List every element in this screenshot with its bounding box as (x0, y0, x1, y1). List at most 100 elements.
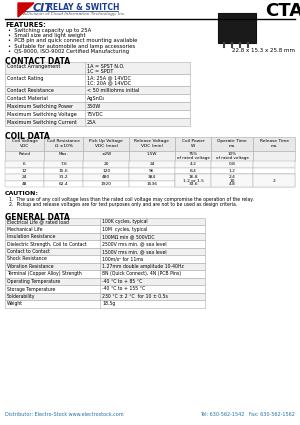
Bar (212, 161, 253, 167)
Text: 33.6: 33.6 (188, 182, 198, 186)
Text: 1.2: 1.2 (229, 169, 236, 173)
Text: Terminal (Copper Alloy) Strength: Terminal (Copper Alloy) Strength (7, 272, 82, 277)
Text: of rated voltage: of rated voltage (177, 156, 209, 160)
Text: 18.5g: 18.5g (102, 301, 115, 306)
Bar (212, 151, 253, 161)
Bar (5, 94, 190, 102)
Text: 8N (Quick Connect), 4N (PCB Pins): 8N (Quick Connect), 4N (PCB Pins) (102, 272, 181, 277)
Text: Contact Material: Contact Material (7, 96, 48, 101)
Text: Pick Up Voltage: Pick Up Voltage (89, 139, 123, 142)
Text: 2.  Pickup and release voltages are for test purposes only and are not to be use: 2. Pickup and release voltages are for t… (9, 202, 237, 207)
Text: -40 °C to + 85 °C: -40 °C to + 85 °C (102, 279, 142, 284)
Bar (44, 137, 83, 151)
Text: Coil Resistance: Coil Resistance (47, 139, 80, 142)
Text: 350W: 350W (87, 104, 101, 109)
Bar (44, 167, 83, 174)
Text: 0.8: 0.8 (229, 162, 236, 166)
Bar (44, 151, 83, 161)
Text: •  Small size and light weight: • Small size and light weight (8, 33, 85, 38)
Bar (129, 174, 175, 181)
Bar (83, 137, 129, 151)
Text: CIT: CIT (33, 3, 53, 13)
Bar (212, 174, 253, 187)
Bar (212, 167, 253, 174)
Bar (83, 161, 129, 167)
Text: 120: 120 (102, 169, 110, 173)
Text: Ω ±10%: Ω ±10% (55, 144, 73, 148)
Text: 480: 480 (102, 175, 110, 179)
Text: 62.4: 62.4 (59, 182, 69, 186)
Bar (175, 174, 211, 187)
Bar (5, 292, 205, 300)
Text: Contact to Contact: Contact to Contact (7, 249, 50, 254)
Text: W: W (191, 144, 195, 148)
Text: 1.5W: 1.5W (147, 152, 157, 156)
Text: 1.  The use of any coil voltage less than the rated coil voltage may compromise : 1. The use of any coil voltage less than… (9, 196, 254, 201)
Bar (253, 174, 295, 181)
Bar (5, 174, 44, 181)
Text: Solderability: Solderability (7, 294, 35, 299)
Bar (5, 161, 44, 167)
Text: Vibration Resistance: Vibration Resistance (7, 264, 54, 269)
Bar (5, 167, 44, 174)
Text: Contact Resistance: Contact Resistance (7, 88, 54, 93)
Text: Contact Arrangement: Contact Arrangement (7, 64, 60, 69)
Text: 96: 96 (149, 169, 155, 173)
Bar (175, 137, 211, 151)
Bar (83, 181, 129, 187)
Bar (5, 62, 190, 74)
Text: 12: 12 (22, 169, 27, 173)
Bar (5, 118, 190, 126)
Bar (5, 225, 205, 232)
Bar (5, 285, 205, 292)
Text: 2: 2 (273, 178, 275, 182)
Bar (5, 137, 44, 151)
Text: Mechanical Life: Mechanical Life (7, 227, 43, 232)
Text: Contact Rating: Contact Rating (7, 76, 44, 81)
Bar (129, 137, 175, 151)
Polygon shape (18, 3, 34, 17)
Text: 1A = SPST N.O.: 1A = SPST N.O. (87, 64, 124, 69)
Bar (5, 86, 190, 94)
Text: 31.2: 31.2 (59, 175, 69, 179)
Text: Release Time: Release Time (260, 139, 289, 142)
Text: 75%: 75% (188, 152, 198, 156)
Text: Max.: Max. (59, 152, 69, 156)
Text: Rated: Rated (19, 152, 31, 156)
Text: CAUTION:: CAUTION: (5, 191, 39, 196)
Bar (5, 278, 205, 285)
Text: 2500V rms min. @ sea level: 2500V rms min. @ sea level (102, 241, 167, 246)
Text: •  PCB pin and quick connect mounting available: • PCB pin and quick connect mounting ava… (8, 38, 137, 43)
Text: COIL DATA: COIL DATA (5, 132, 50, 141)
Bar (5, 151, 44, 161)
Text: AgSnO₂: AgSnO₂ (87, 96, 105, 101)
Bar (5, 218, 205, 225)
Text: 100MΩ min @ 500VDC: 100MΩ min @ 500VDC (102, 234, 154, 239)
Text: Tel: 630-562-1542   Fax: 630-562-1562: Tel: 630-562-1542 Fax: 630-562-1562 (200, 412, 295, 417)
Text: 10M  cycles, typical: 10M cycles, typical (102, 227, 147, 232)
Text: •  Switching capacity up to 25A: • Switching capacity up to 25A (8, 28, 91, 33)
Text: 10%: 10% (228, 152, 237, 156)
Bar (212, 174, 253, 181)
Bar (44, 181, 83, 187)
Text: •  QS-9000, ISO-9002 Certified Manufacturing: • QS-9000, ISO-9002 Certified Manufactur… (8, 49, 129, 54)
Text: 1500V rms min. @ sea level: 1500V rms min. @ sea level (102, 249, 167, 254)
Text: 230 °C ± 2 °C  for 10 ± 0.5s: 230 °C ± 2 °C for 10 ± 0.5s (102, 294, 168, 299)
Text: CTA1: CTA1 (265, 2, 300, 20)
Text: 4.2: 4.2 (190, 162, 196, 166)
Text: Maximum Switching Voltage: Maximum Switching Voltage (7, 112, 77, 117)
Text: CONTACT DATA: CONTACT DATA (5, 57, 70, 66)
Bar (129, 167, 175, 174)
Text: Storage Temperature: Storage Temperature (7, 286, 56, 292)
Text: Coil Voltage: Coil Voltage (12, 139, 38, 142)
Text: Operating Temperature: Operating Temperature (7, 279, 60, 284)
Text: 24: 24 (22, 175, 27, 179)
Bar (5, 74, 190, 86)
Text: 1C = SPDT: 1C = SPDT (87, 69, 113, 74)
Bar (253, 167, 295, 174)
Text: 1C: 20A @ 14VDC: 1C: 20A @ 14VDC (87, 81, 131, 86)
Text: Distributor: Electro-Stock www.electrostock.com: Distributor: Electro-Stock www.electrost… (5, 412, 124, 417)
Bar (5, 110, 190, 118)
Bar (5, 263, 205, 270)
Text: Release Voltage: Release Voltage (134, 139, 170, 142)
